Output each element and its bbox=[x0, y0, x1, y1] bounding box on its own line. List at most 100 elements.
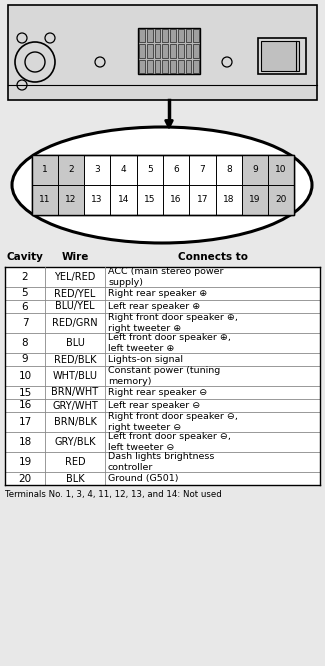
Bar bbox=[5, 267, 320, 287]
Bar bbox=[5, 452, 320, 472]
Text: Terminals No. 1, 3, 4, 11, 12, 13, and 14: Not used: Terminals No. 1, 3, 4, 11, 12, 13, and 1… bbox=[5, 490, 222, 499]
Bar bbox=[138, 28, 200, 74]
Bar bbox=[32, 155, 294, 215]
Text: Connects to: Connects to bbox=[177, 252, 248, 262]
Text: 6: 6 bbox=[173, 165, 179, 174]
Text: GRY/WHT: GRY/WHT bbox=[52, 400, 98, 410]
Bar bbox=[8, 5, 317, 100]
Bar bbox=[5, 472, 320, 485]
Circle shape bbox=[95, 57, 105, 67]
Text: Constant power (tuning
memory): Constant power (tuning memory) bbox=[108, 366, 220, 386]
Text: 1: 1 bbox=[42, 165, 48, 174]
Bar bbox=[170, 60, 176, 73]
Text: 16: 16 bbox=[170, 196, 182, 204]
Bar bbox=[139, 60, 145, 73]
Bar bbox=[5, 287, 320, 300]
Bar bbox=[170, 29, 176, 43]
Bar bbox=[170, 45, 176, 58]
Bar bbox=[154, 45, 160, 58]
Bar bbox=[58, 155, 84, 215]
Text: WHT/BLU: WHT/BLU bbox=[53, 371, 98, 381]
Text: 7: 7 bbox=[200, 165, 205, 174]
Bar bbox=[5, 353, 320, 366]
Bar bbox=[5, 333, 320, 353]
Text: BLU/YEL: BLU/YEL bbox=[55, 302, 95, 312]
Text: Lights-on signal: Lights-on signal bbox=[108, 355, 183, 364]
Bar bbox=[178, 60, 184, 73]
Text: 4: 4 bbox=[121, 165, 126, 174]
Text: GRY/BLK: GRY/BLK bbox=[54, 437, 96, 447]
Text: 17: 17 bbox=[19, 417, 32, 427]
Bar bbox=[5, 432, 320, 452]
Text: Dash lights brightness
controller: Dash lights brightness controller bbox=[108, 452, 214, 472]
Text: 8: 8 bbox=[22, 338, 28, 348]
Text: 2: 2 bbox=[22, 272, 28, 282]
Text: RED/YEL: RED/YEL bbox=[54, 288, 96, 298]
Bar bbox=[5, 300, 320, 313]
Text: RED/GRN: RED/GRN bbox=[52, 318, 98, 328]
Bar bbox=[193, 45, 199, 58]
Bar bbox=[162, 60, 168, 73]
Text: Left rear speaker ⊕: Left rear speaker ⊕ bbox=[108, 302, 200, 311]
Text: 19: 19 bbox=[249, 196, 261, 204]
Circle shape bbox=[222, 57, 232, 67]
Text: 16: 16 bbox=[19, 400, 32, 410]
Circle shape bbox=[17, 33, 27, 43]
Bar bbox=[5, 313, 320, 333]
Text: Right rear speaker ⊕: Right rear speaker ⊕ bbox=[108, 289, 207, 298]
Text: 8: 8 bbox=[226, 165, 232, 174]
Bar bbox=[147, 60, 152, 73]
Text: 18: 18 bbox=[223, 196, 235, 204]
Text: 15: 15 bbox=[19, 388, 32, 398]
Text: 15: 15 bbox=[144, 196, 156, 204]
Text: Left front door speaker ⊕,
left tweeter ⊕: Left front door speaker ⊕, left tweeter … bbox=[108, 333, 231, 353]
Circle shape bbox=[17, 80, 27, 90]
Text: 3: 3 bbox=[94, 165, 100, 174]
Text: BRN/WHT: BRN/WHT bbox=[51, 388, 98, 398]
Text: 17: 17 bbox=[197, 196, 208, 204]
Bar bbox=[186, 29, 191, 43]
Bar bbox=[5, 366, 320, 386]
Text: 9: 9 bbox=[252, 165, 258, 174]
Circle shape bbox=[25, 52, 45, 72]
Bar bbox=[139, 45, 145, 58]
Bar bbox=[162, 29, 168, 43]
Bar bbox=[147, 29, 152, 43]
Text: 10: 10 bbox=[275, 165, 287, 174]
Circle shape bbox=[45, 33, 55, 43]
Text: Right rear speaker ⊖: Right rear speaker ⊖ bbox=[108, 388, 207, 397]
Bar bbox=[5, 412, 320, 432]
Bar bbox=[193, 29, 199, 43]
Text: BRN/BLK: BRN/BLK bbox=[54, 417, 97, 427]
Bar bbox=[154, 29, 160, 43]
Text: 7: 7 bbox=[22, 318, 28, 328]
Bar bbox=[32, 155, 294, 215]
Text: 11: 11 bbox=[39, 196, 51, 204]
Text: 5: 5 bbox=[22, 288, 28, 298]
Text: Ground (G501): Ground (G501) bbox=[108, 474, 178, 483]
Text: 13: 13 bbox=[91, 196, 103, 204]
Bar bbox=[186, 45, 191, 58]
Bar bbox=[242, 155, 268, 215]
Bar bbox=[268, 155, 294, 215]
Text: 20: 20 bbox=[275, 196, 287, 204]
Text: BLU: BLU bbox=[66, 338, 84, 348]
Text: 6: 6 bbox=[22, 302, 28, 312]
Text: Left front door speaker ⊖,
left tweeter ⊖: Left front door speaker ⊖, left tweeter … bbox=[108, 432, 231, 452]
Text: 5: 5 bbox=[147, 165, 153, 174]
Bar bbox=[139, 29, 145, 43]
Bar bbox=[186, 60, 191, 73]
Bar bbox=[5, 386, 320, 399]
Text: 19: 19 bbox=[19, 457, 32, 467]
Text: 10: 10 bbox=[19, 371, 32, 381]
Text: BLK: BLK bbox=[66, 474, 84, 484]
Text: YEL/RED: YEL/RED bbox=[54, 272, 96, 282]
Text: Cavity: Cavity bbox=[6, 252, 44, 262]
Ellipse shape bbox=[12, 127, 312, 243]
Text: RED/BLK: RED/BLK bbox=[54, 354, 96, 364]
Text: 18: 18 bbox=[19, 437, 32, 447]
Bar bbox=[193, 60, 199, 73]
Text: 12: 12 bbox=[65, 196, 77, 204]
Bar bbox=[261, 41, 299, 71]
Text: Left rear speaker ⊖: Left rear speaker ⊖ bbox=[108, 401, 200, 410]
